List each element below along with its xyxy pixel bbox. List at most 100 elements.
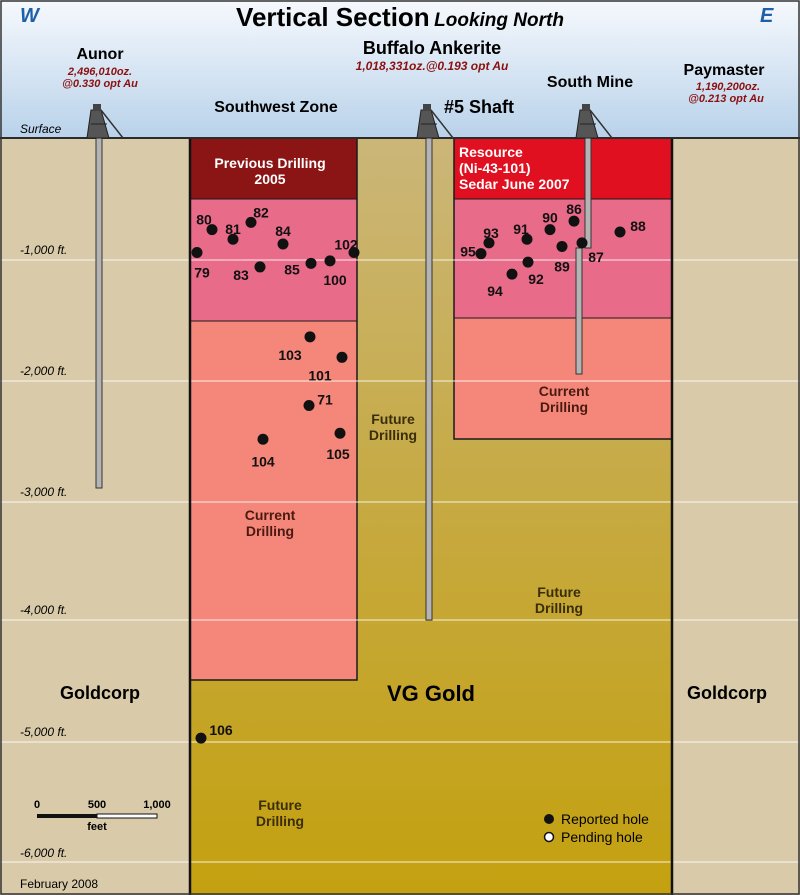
aunor-grade: @0.330 opt Au: [62, 78, 138, 90]
drill-hole-label-88: 88: [630, 218, 646, 234]
south-current-block: [454, 318, 672, 439]
resource-block: [454, 138, 672, 199]
depth-label-2000: -2,000 ft.: [20, 364, 68, 378]
south-mine-shaft-upper: [584, 137, 592, 249]
scale-bar: [37, 813, 158, 819]
drill-hole-102: [348, 246, 360, 258]
west-label: W: [20, 5, 39, 27]
drill-hole-label-93: 93: [483, 225, 499, 241]
surface-label: Surface: [20, 122, 62, 136]
headframe-south-mine-icon: [575, 104, 613, 139]
headframe-shaft5-icon: [416, 104, 454, 139]
shaft5: [425, 137, 433, 621]
drill-hole-103: [304, 331, 316, 343]
drill-hole-label-71: 71: [317, 392, 333, 408]
drill-hole-80: [206, 224, 218, 236]
current-drilling-left-label: Current Drilling: [244, 507, 296, 539]
legend-reported-dot: [544, 814, 554, 824]
southwest-current-block: [190, 321, 357, 680]
aunor-ounces: 2,496,010oz.: [67, 66, 133, 78]
depth-gridlines: [0, 259, 800, 863]
east-label: E: [760, 5, 774, 27]
vg-gold-label: VG Gold: [387, 681, 475, 706]
drill-hole-93: [483, 237, 495, 249]
south-pink-block: [454, 199, 672, 318]
future-drilling-center-label: Future Drilling: [368, 411, 418, 443]
future-drilling-bottom-label: Future Drilling: [255, 797, 305, 829]
drill-hole-label-87: 87: [588, 249, 604, 265]
drill-hole-label-91: 91: [513, 221, 529, 237]
south-mine-shaft-lower: [575, 247, 583, 375]
drill-hole-label-101: 101: [308, 367, 332, 383]
resource-label: Resource (Ni-43-101) Sedar June 2007: [459, 144, 570, 192]
depth-label-5000: -5,000 ft.: [20, 725, 68, 739]
drill-hole-label-80: 80: [196, 212, 212, 228]
goldcorp-left-label: Goldcorp: [60, 683, 140, 703]
drill-hole-86: [568, 215, 580, 227]
page-title: Vertical Section Looking North: [236, 2, 564, 33]
drill-holes: 80 82 81 84 79 83 85 100 102 103 101 71 105 104 106 93 9…: [191, 201, 646, 744]
drill-hole-101: [336, 351, 348, 363]
drill-hole-label-102: 102: [334, 236, 358, 252]
paymaster-name: Paymaster: [683, 62, 765, 79]
legend-reported-label: Reported hole: [561, 811, 649, 827]
buffalo-name: Buffalo Ankerite: [362, 38, 502, 58]
depth-label-3000: -3,000 ft.: [20, 485, 68, 499]
drill-hole-71: [303, 400, 315, 412]
drill-hole-label-106: 106: [209, 722, 233, 738]
drill-hole-79: [191, 246, 203, 258]
current-drilling-right-label: Current Drilling: [538, 383, 590, 415]
drill-hole-label-81: 81: [225, 221, 241, 237]
buffalo-detail: 1,018,331oz.@0.193 opt Au: [355, 59, 509, 73]
depth-label-1000: -1,000 ft.: [20, 243, 68, 257]
depth-label-6000: -6,000 ft.: [20, 846, 68, 860]
previous-drilling-block: [190, 138, 357, 199]
previous-drilling-label: Previous Drilling 2005: [214, 155, 326, 187]
drill-hole-label-89: 89: [554, 258, 570, 274]
drill-hole-82: [245, 216, 257, 228]
scale-tick-0: 0: [33, 799, 41, 811]
goldcorp-right-label: Goldcorp: [687, 683, 767, 703]
drill-hole-84: [277, 238, 289, 250]
drill-hole-label-86: 86: [566, 201, 582, 217]
ground-goldcorp-right: [672, 138, 800, 895]
scale-tick-500: 500: [87, 799, 107, 811]
drill-hole-label-79: 79: [194, 264, 210, 280]
aunor-name: Aunor: [76, 46, 124, 63]
aunor-shaft: [95, 137, 103, 489]
title-sub: Looking North: [434, 10, 564, 31]
drill-hole-label-85: 85: [284, 261, 300, 277]
drill-hole-91: [521, 233, 533, 245]
drill-hole-label-92: 92: [528, 271, 544, 287]
drill-hole-label-94: 94: [487, 283, 503, 299]
drill-hole-81: [227, 233, 239, 245]
scale-tick-1000: 1,000: [143, 799, 171, 811]
drill-hole-label-100: 100: [323, 272, 347, 288]
drill-hole-label-84: 84: [275, 223, 291, 239]
drill-hole-92: [522, 256, 534, 268]
legend-pending-dot: [543, 831, 555, 843]
ground-goldcorp-left: [0, 138, 190, 895]
drill-hole-label-105: 105: [326, 446, 350, 462]
scale-unit: feet: [87, 821, 107, 833]
drill-hole-100: [324, 255, 336, 267]
drill-hole-95: [475, 248, 487, 260]
drill-hole-label-90: 90: [542, 210, 558, 226]
drill-hole-106: [195, 732, 207, 744]
drill-hole-label-103: 103: [278, 347, 302, 363]
legend-pending-label: Pending hole: [561, 829, 643, 845]
southwest-zone-label: Southwest Zone: [214, 99, 338, 116]
sky-band: [0, 0, 800, 138]
drill-hole-90: [544, 224, 556, 236]
drill-hole-88: [614, 226, 626, 238]
drill-hole-label-95: 95: [460, 244, 476, 260]
drill-hole-105: [334, 427, 346, 439]
drill-hole-83: [254, 261, 266, 273]
depth-label-4000: -4,000 ft.: [20, 603, 68, 617]
title-main: Vertical Section: [236, 2, 430, 32]
paymaster-grade: @0.213 opt Au: [688, 93, 764, 105]
drill-hole-85: [305, 257, 317, 269]
drill-hole-label-104: 104: [251, 453, 275, 469]
paymaster-ounces: 1,190,200oz.: [695, 81, 761, 93]
